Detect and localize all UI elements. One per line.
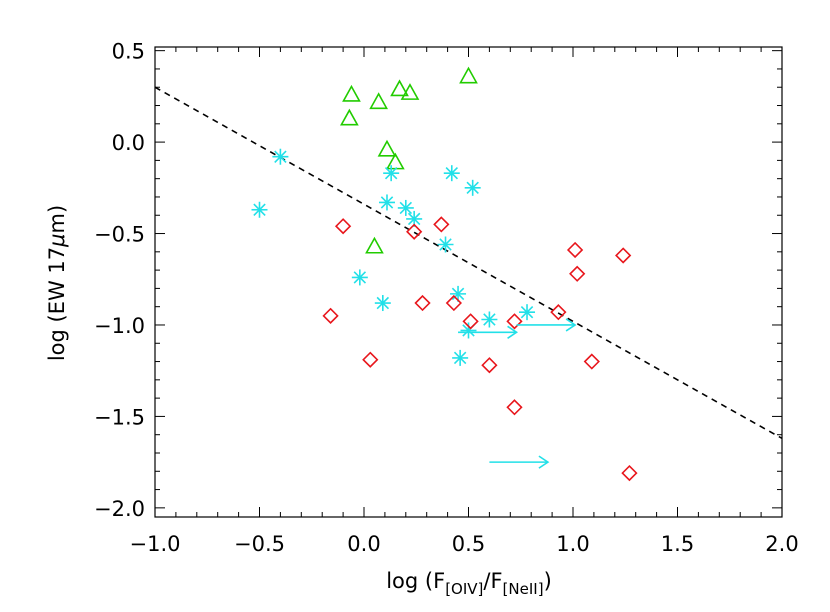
diamond-marker [362, 351, 379, 368]
asterisk-stroke [466, 181, 479, 195]
x-tick-label: 1.0 [556, 532, 589, 556]
diamond-marker [462, 313, 479, 330]
asterisk-marker [397, 199, 414, 216]
arrow-head [538, 455, 550, 469]
arrow-marker [516, 318, 577, 332]
asterisk-stroke [520, 305, 534, 319]
asterisk-marker [351, 269, 368, 286]
y-tick-label: −2.0 [94, 497, 145, 521]
asterisk-stroke [399, 201, 413, 215]
y-axis-title: log (EW 17μm) [45, 205, 69, 361]
asterisk-marker [452, 349, 469, 366]
data-marks [251, 66, 638, 482]
asterisk-stroke [445, 166, 459, 180]
asterisk-marker [450, 285, 467, 302]
asterisk-marker [383, 165, 400, 182]
diamond-marker [569, 265, 586, 282]
asterisk-stroke [380, 196, 394, 209]
asterisk-stroke [453, 351, 467, 365]
asterisk-marker [374, 295, 391, 312]
triangle-marker [459, 66, 478, 84]
y-axis-ticks: −2.0 −1.5 −1.0 −0.5 0.0 0.5 [94, 40, 782, 521]
y-axis-title-suffix: m) [45, 205, 69, 234]
x-tick-label: 0.5 [452, 532, 485, 556]
x-axis-ticks: −1.0 −0.5 0.0 0.5 1.0 1.5 2.0 [130, 47, 799, 556]
x-tick-label: 1.5 [661, 532, 694, 556]
plot-border [154, 46, 783, 518]
y-tick-label: −0.5 [94, 223, 145, 247]
diamond-marker [322, 307, 339, 324]
y-tick-label: 0.5 [112, 40, 145, 64]
diamond-marker [615, 247, 632, 264]
arrow-head [507, 325, 519, 339]
x-tick-label: −1.0 [130, 532, 181, 556]
diamond-marker [550, 304, 567, 321]
x-axis-title: log (F[OIV]/F[NeII]) [386, 569, 552, 598]
fit-line-layer [155, 86, 782, 440]
diamond-marker [621, 464, 638, 482]
asterisk-stroke [384, 166, 398, 180]
triangle-marker [342, 84, 361, 102]
asterisk-marker [437, 236, 454, 253]
asterisk-stroke [451, 287, 465, 301]
x-axis-title-prefix: log (F [386, 569, 445, 593]
x-tick-label: 0.0 [347, 532, 380, 556]
diamond-marker [414, 294, 431, 312]
x-axis-title-sub-neii: [NeII] [503, 580, 544, 598]
y-tick-label: 0.0 [112, 131, 145, 155]
triangle-marker [390, 79, 409, 97]
x-tick-label: 2.0 [765, 532, 798, 556]
fit-line [155, 86, 782, 440]
y-tick-label: −1.5 [94, 405, 145, 429]
diamond-marker [433, 216, 450, 233]
diamond-marker [445, 294, 463, 312]
asterisk-marker [443, 165, 460, 182]
asterisk-marker [481, 311, 498, 328]
y-axis-title-prefix: log (EW 17 [45, 247, 69, 361]
diamond-marker [506, 399, 523, 416]
asterisk-stroke [253, 203, 266, 216]
diamond-marker [334, 218, 352, 235]
triangle-marker [365, 236, 384, 254]
y-tick-label: −1.0 [94, 314, 145, 338]
asterisk-stroke [439, 238, 452, 251]
diamond-marker [583, 353, 600, 370]
asterisk-marker [519, 304, 536, 321]
triangle-marker [400, 83, 420, 100]
diamond-marker [406, 223, 423, 240]
triangle-marker [369, 92, 388, 110]
asterisk-marker [251, 201, 268, 218]
plot-frame [154, 46, 783, 518]
arrow-head [565, 318, 577, 332]
asterisk-marker [378, 194, 395, 211]
asterisk-stroke [483, 313, 496, 326]
y-axis-title-mu: μ [45, 233, 69, 247]
asterisk-stroke [407, 212, 421, 226]
asterisk-marker [272, 148, 289, 165]
x-axis-title-sub-oiv: [OIV] [445, 580, 483, 598]
x-axis-title-mid: /F [483, 569, 502, 593]
asterisk-stroke [274, 150, 287, 163]
triangle-marker [377, 139, 397, 157]
asterisk-marker [464, 179, 481, 196]
diamond-marker [506, 313, 523, 330]
diamond-marker [481, 357, 498, 374]
triangle-marker [340, 108, 359, 126]
arrow-marker [458, 325, 519, 339]
x-tick-label: −0.5 [234, 532, 285, 556]
x-axis-title-suffix: ) [544, 569, 552, 593]
asterisk-stroke [376, 296, 390, 310]
diamond-marker [566, 241, 584, 259]
asterisk-stroke [353, 271, 367, 284]
arrow-marker [489, 455, 550, 469]
